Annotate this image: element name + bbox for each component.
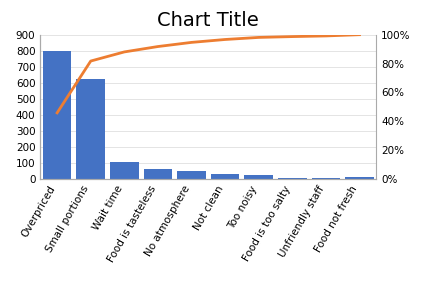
Bar: [110, 162, 138, 179]
Title: Chart Title: Chart Title: [157, 11, 259, 30]
Bar: [77, 79, 105, 179]
Bar: [177, 171, 206, 179]
Bar: [278, 177, 306, 179]
Bar: [211, 174, 239, 179]
Bar: [345, 177, 374, 179]
Bar: [245, 175, 273, 179]
Bar: [43, 51, 71, 179]
Bar: [144, 169, 172, 179]
Bar: [312, 178, 340, 179]
